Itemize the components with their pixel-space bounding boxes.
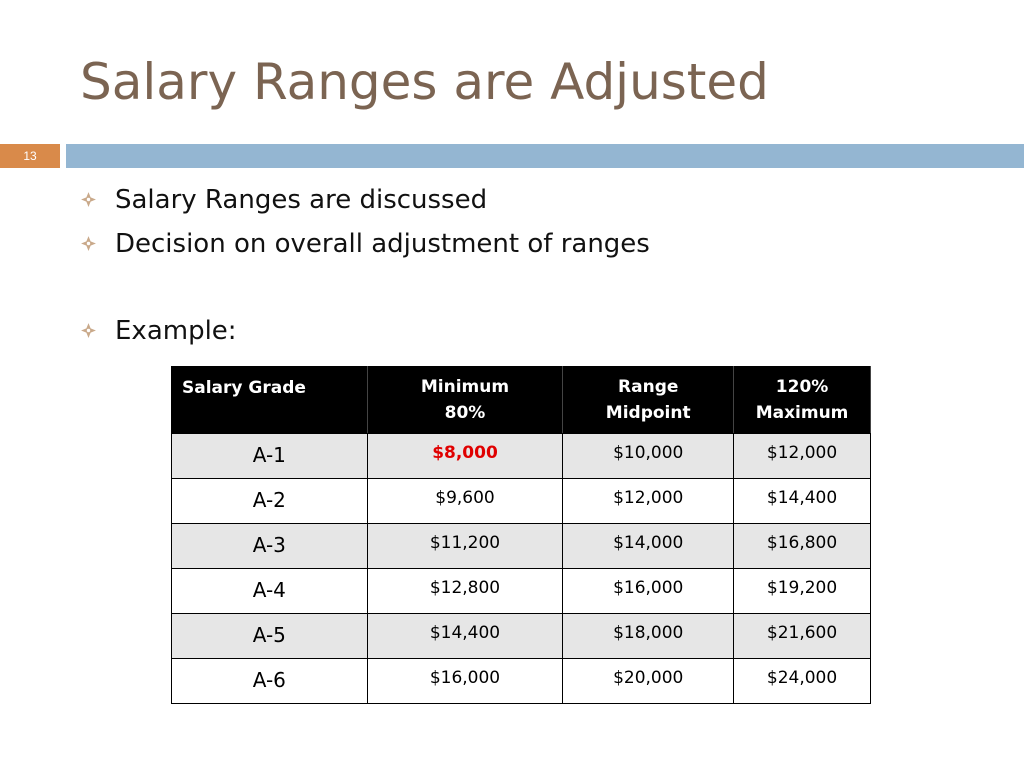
bullet-item: Decision on overall adjustment of ranges — [80, 224, 650, 268]
column-header-maximum: 120% Maximum — [733, 366, 871, 434]
grade-cell: A-5 — [171, 613, 368, 659]
midpoint-cell: $18,000 — [562, 613, 735, 659]
minimum-cell-highlighted: $8,000 — [366, 433, 564, 479]
minimum-cell: $9,600 — [366, 478, 564, 524]
table-header-row: Salary Grade Minimum 80% Range Midpoint … — [171, 366, 871, 434]
midpoint-cell: $20,000 — [562, 658, 735, 704]
maximum-cell: $24,000 — [733, 658, 871, 704]
grade-cell: A-4 — [171, 568, 368, 614]
maximum-cell: $12,000 — [733, 433, 871, 479]
salary-range-table: Salary Grade Minimum 80% Range Midpoint … — [171, 366, 871, 704]
maximum-cell: $14,400 — [733, 478, 871, 524]
grade-cell: A-1 — [171, 433, 368, 479]
grade-cell: A-3 — [171, 523, 368, 569]
bullet-text: Decision on overall adjustment of ranges — [115, 229, 650, 259]
header-label: 120% — [775, 377, 829, 397]
bullet-item: Example: — [80, 311, 650, 355]
table-row: A-1 $8,000 $10,000 $12,000 — [171, 433, 871, 479]
diamond-bullet-icon — [81, 323, 96, 338]
table-row: A-2 $9,600 $12,000 $14,400 — [171, 478, 871, 524]
minimum-cell: $11,200 — [366, 523, 564, 569]
maximum-cell: $16,800 — [733, 523, 871, 569]
diamond-bullet-icon — [81, 192, 96, 207]
midpoint-cell: $16,000 — [562, 568, 735, 614]
maximum-cell: $21,600 — [733, 613, 871, 659]
table-row: A-4 $12,800 $16,000 $19,200 — [171, 568, 871, 614]
column-header-salary-grade: Salary Grade — [171, 366, 368, 434]
table-row: A-3 $11,200 $14,000 $16,800 — [171, 523, 871, 569]
table-row: A-6 $16,000 $20,000 $24,000 — [171, 658, 871, 704]
header-label: Range — [618, 377, 679, 397]
slide-title: Salary Ranges are Adjusted — [80, 53, 769, 111]
minimum-cell: $16,000 — [366, 658, 564, 704]
slide-number: 13 — [0, 144, 60, 168]
bullet-item: Salary Ranges are discussed — [80, 180, 650, 224]
bullet-text: Salary Ranges are discussed — [115, 185, 488, 215]
header-label: Minimum — [420, 377, 510, 397]
maximum-cell: $19,200 — [733, 568, 871, 614]
column-header-midpoint: Range Midpoint — [562, 366, 735, 434]
grade-cell: A-6 — [171, 658, 368, 704]
bullet-text: Example: — [115, 316, 237, 346]
midpoint-cell: $10,000 — [562, 433, 735, 479]
minimum-cell: $14,400 — [366, 613, 564, 659]
header-label: 80% — [444, 403, 486, 423]
midpoint-cell: $14,000 — [562, 523, 735, 569]
midpoint-cell: $12,000 — [562, 478, 735, 524]
table-row: A-5 $14,400 $18,000 $21,600 — [171, 613, 871, 659]
grade-cell: A-2 — [171, 478, 368, 524]
diamond-bullet-icon — [81, 236, 96, 251]
title-divider-bar — [66, 144, 1024, 168]
column-header-minimum: Minimum 80% — [366, 366, 564, 434]
header-label: Maximum — [755, 403, 849, 423]
header-label: Salary Grade — [182, 378, 306, 398]
minimum-cell: $12,800 — [366, 568, 564, 614]
header-label: Midpoint — [605, 403, 691, 423]
bullet-list: Salary Ranges are discussed Decision on … — [80, 180, 650, 355]
